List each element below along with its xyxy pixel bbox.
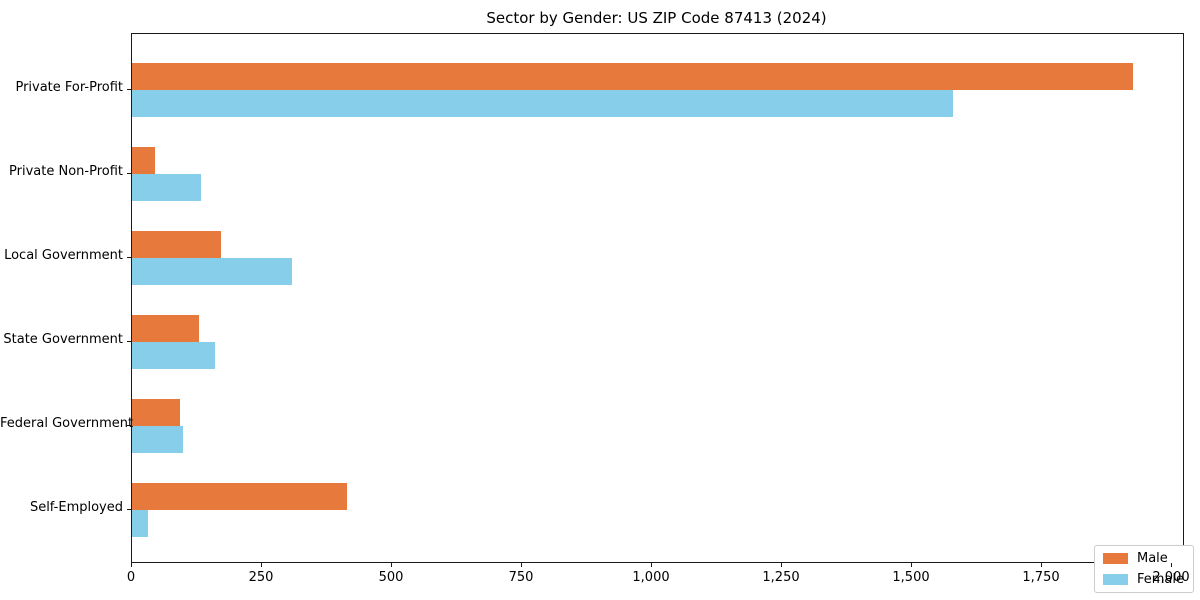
x-tick-7 <box>1041 563 1042 567</box>
x-tick-label-1: 250 <box>248 570 274 585</box>
bar-female-3 <box>132 342 215 369</box>
legend-swatch-male <box>1102 553 1128 564</box>
x-tick-5 <box>781 563 782 567</box>
x-tick-1 <box>261 563 262 567</box>
x-tick-label-4: 1,000 <box>632 570 670 585</box>
y-tick-0 <box>127 89 131 90</box>
x-tick-label-5: 1,250 <box>762 570 800 585</box>
legend-label-male: Male <box>1136 551 1168 566</box>
x-tick-3 <box>521 563 522 567</box>
y-tick-1 <box>127 173 131 174</box>
chart-title: Sector by Gender: US ZIP Code 87413 (202… <box>486 9 827 27</box>
legend-item-female: Female <box>1102 572 1184 587</box>
y-tick-4 <box>127 425 131 426</box>
bar-male-3 <box>132 315 199 342</box>
bar-female-5 <box>132 510 148 537</box>
x-tick-label-7: 1,750 <box>1022 570 1060 585</box>
plot-area <box>131 33 1184 563</box>
y-category-label-3: State Government <box>3 332 123 347</box>
x-tick-2 <box>391 563 392 567</box>
legend: Male Female <box>1093 545 1194 593</box>
bar-female-0 <box>132 90 953 117</box>
bar-female-2 <box>132 258 292 285</box>
x-tick-6 <box>911 563 912 567</box>
x-tick-label-6: 1,500 <box>892 570 930 585</box>
legend-swatch-female <box>1102 574 1128 585</box>
x-tick-label-0: 0 <box>126 570 136 585</box>
bar-male-0 <box>132 63 1133 90</box>
y-category-label-5: Self-Employed <box>29 500 123 515</box>
legend-label-female: Female <box>1136 572 1184 587</box>
x-tick-label-8: 2,000 <box>1152 570 1190 585</box>
legend-item-male: Male <box>1102 551 1184 566</box>
x-tick-8 <box>1171 563 1172 567</box>
bar-female-1 <box>132 174 201 201</box>
bar-male-2 <box>132 231 221 258</box>
bar-female-4 <box>132 426 183 453</box>
y-category-label-2: Local Government <box>4 248 123 263</box>
x-tick-label-2: 500 <box>378 570 404 585</box>
x-tick-4 <box>651 563 652 567</box>
y-tick-2 <box>127 257 131 258</box>
bar-male-1 <box>132 147 155 174</box>
y-tick-3 <box>127 341 131 342</box>
bar-male-4 <box>132 399 180 426</box>
bar-male-5 <box>132 483 347 510</box>
y-tick-5 <box>127 509 131 510</box>
y-category-label-0: Private For-Profit <box>15 80 123 95</box>
x-tick-label-3: 750 <box>508 570 534 585</box>
y-category-label-1: Private Non-Profit <box>9 164 123 179</box>
y-category-label-4: Federal Government <box>0 416 134 431</box>
x-tick-0 <box>131 563 132 567</box>
